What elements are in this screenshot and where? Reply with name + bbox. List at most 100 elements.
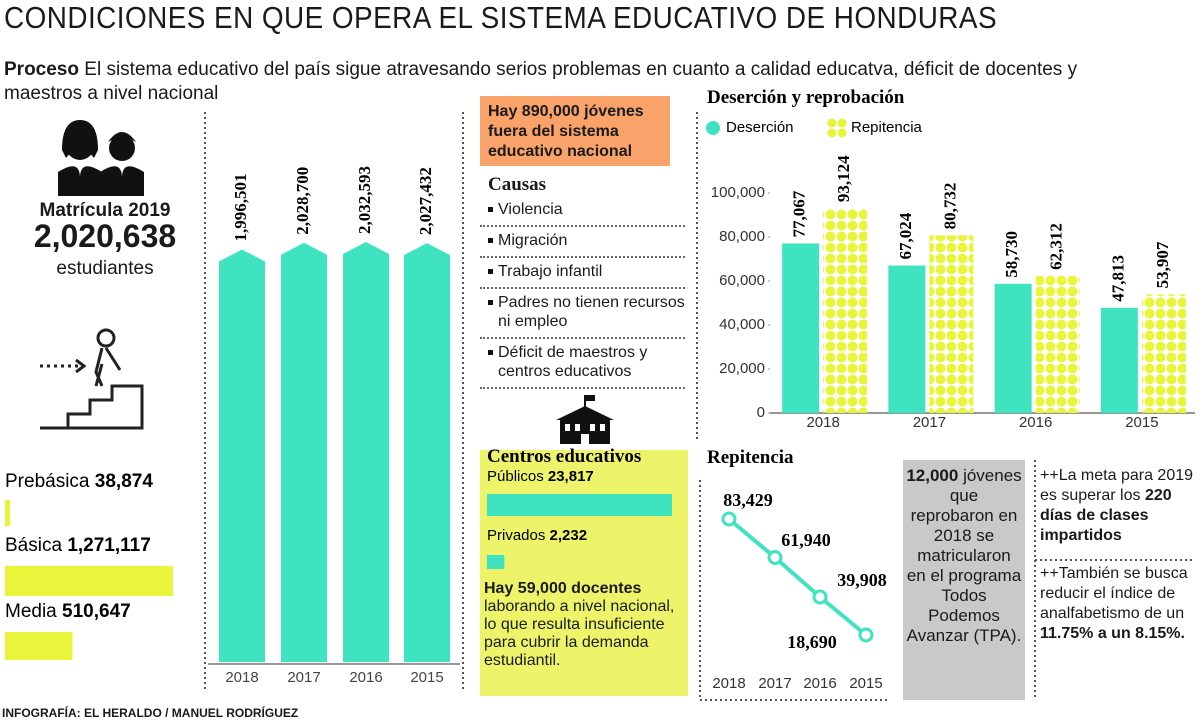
chart-title: Deserción y reprobación xyxy=(707,87,905,108)
bar xyxy=(404,243,450,662)
x-tick-label: 2015 xyxy=(410,669,443,686)
tpa-text: jóvenes que reprobaron en 2018 se matric… xyxy=(906,466,1022,645)
causes-title: Causas xyxy=(488,174,547,195)
value-label: 39,908 xyxy=(837,570,887,590)
intro-lead: Proceso xyxy=(4,59,79,80)
page-title: CONDICIONES EN QUE OPERA EL SISTEMA EDUC… xyxy=(4,0,998,35)
bar xyxy=(487,555,505,569)
cause-item: Migración xyxy=(480,227,685,258)
legend-marker xyxy=(706,121,720,135)
bar xyxy=(5,500,11,526)
bar xyxy=(823,208,868,413)
value-label: 1,271,117 xyxy=(67,535,150,556)
chart-title: Centros educativos xyxy=(487,446,641,467)
x-tick-label: 2018 xyxy=(712,675,745,692)
x-tick-label: 2018 xyxy=(806,414,839,431)
cause-text: Padres no tienen recursos ni empleo xyxy=(498,294,685,330)
legend-marker xyxy=(827,118,837,128)
line xyxy=(727,517,868,637)
school-windows xyxy=(565,424,605,444)
cause-item: Trabajo infantil xyxy=(480,258,685,289)
tpa-lead: 12,000 xyxy=(906,466,959,485)
separators xyxy=(204,112,1195,701)
bullet xyxy=(488,269,493,274)
bar-label: Media 510,647 xyxy=(5,601,131,622)
bullet xyxy=(488,300,493,305)
note: ++También se busca reducir el índice de … xyxy=(1040,564,1198,644)
value-label: 1,996,501 xyxy=(231,173,250,241)
note-text: ++La meta para 2019 es superar los xyxy=(1040,467,1194,504)
value-label: 2,232 xyxy=(550,527,588,544)
point xyxy=(721,511,737,527)
bullet xyxy=(488,350,493,355)
intro-text: El sistema educativo del país sigue atra… xyxy=(4,59,1078,104)
legend-label: Repitencia xyxy=(851,119,923,136)
value-label: 58,730 xyxy=(1002,231,1021,278)
category-label: Privados xyxy=(487,527,545,544)
y-tick-label: 80,000 xyxy=(719,228,765,245)
note: ++La meta para 2019 es superar los 220 d… xyxy=(1040,466,1198,546)
cause-item: Déficit de maestros y centros educativos xyxy=(480,339,685,389)
bar-label: Privados 2,232 xyxy=(487,527,587,544)
note-bold: 220 días de clases impartidos xyxy=(1040,487,1172,544)
value-label: 23,817 xyxy=(548,468,594,485)
value-label: 2,028,700 xyxy=(293,167,312,235)
y-tick-label: 40,000 xyxy=(719,316,765,333)
x-tick-label: 2016 xyxy=(803,675,836,692)
bar xyxy=(1141,294,1186,413)
bar xyxy=(929,235,974,413)
y-tick-label: 100,000 xyxy=(711,184,765,201)
teachers-text: laborando a nivel nacional, lo que resul… xyxy=(484,598,675,669)
category-label: Básica xyxy=(5,535,62,556)
bar xyxy=(5,632,73,660)
value-label: 38,874 xyxy=(95,471,154,492)
legend-marker xyxy=(827,128,837,138)
category-label: Prebásica xyxy=(5,471,90,492)
students-icon xyxy=(58,120,144,196)
value-label: 53,907 xyxy=(1153,241,1172,288)
cause-text: Migración xyxy=(498,232,568,249)
intro: Proceso El sistema educativo del país si… xyxy=(4,58,1124,106)
cause-text: Déficit de maestros y centros educativos xyxy=(498,344,648,380)
bar-label: Prebásica 38,874 xyxy=(5,471,153,492)
x-tick-label: 2017 xyxy=(287,669,320,686)
value-label: 93,124 xyxy=(834,155,853,202)
teachers-lead: Hay 59,000 docentes xyxy=(484,580,642,597)
bullet xyxy=(488,238,493,243)
bar xyxy=(487,494,672,516)
bar xyxy=(1100,307,1138,413)
point xyxy=(858,627,874,643)
legend-label: Deserción xyxy=(726,119,794,136)
category-label: Media xyxy=(5,601,57,622)
category-label: Públicos xyxy=(487,468,544,485)
teachers: Hay 59,000 docentes laborando a nivel na… xyxy=(484,580,684,670)
x-tick-label: 2017 xyxy=(913,414,946,431)
cause-text: Trabajo infantil xyxy=(498,263,603,280)
note-text: ++También se busca reducir el índice de … xyxy=(1040,565,1188,622)
x-tick-label: 2017 xyxy=(758,675,791,692)
value-label: 62,312 xyxy=(1047,223,1066,270)
y-tick-label: 0 xyxy=(757,404,765,421)
stairs-icon xyxy=(40,328,144,430)
youth-box-bg xyxy=(480,96,670,166)
x-tick-label: 2015 xyxy=(1125,414,1158,431)
bar xyxy=(343,242,389,662)
point xyxy=(812,589,828,605)
value-label: 18,690 xyxy=(787,632,837,652)
causes-list: Violencia Migración Trabajo infantil Padres… xyxy=(480,196,685,389)
y-tick-label: 60,000 xyxy=(719,272,765,289)
value-label: 83,429 xyxy=(723,490,773,510)
bullet xyxy=(488,207,493,212)
value-label: 2,032,593 xyxy=(355,166,374,234)
bar xyxy=(994,283,1032,413)
value-label: 510,647 xyxy=(62,601,131,622)
tpa-box: 12,000 jóvenes que reprobaron en 2018 se… xyxy=(906,466,1022,646)
footer: INFOGRAFÍA: EL HERALDO / MANUEL RODRÍGUE… xyxy=(2,706,299,720)
bar-label: Básica 1,271,117 xyxy=(5,535,151,556)
x-tick-label: 2016 xyxy=(1019,414,1052,431)
value-label: 47,813 xyxy=(1108,255,1127,302)
bar xyxy=(888,265,926,413)
value-label: 80,732 xyxy=(940,183,959,230)
